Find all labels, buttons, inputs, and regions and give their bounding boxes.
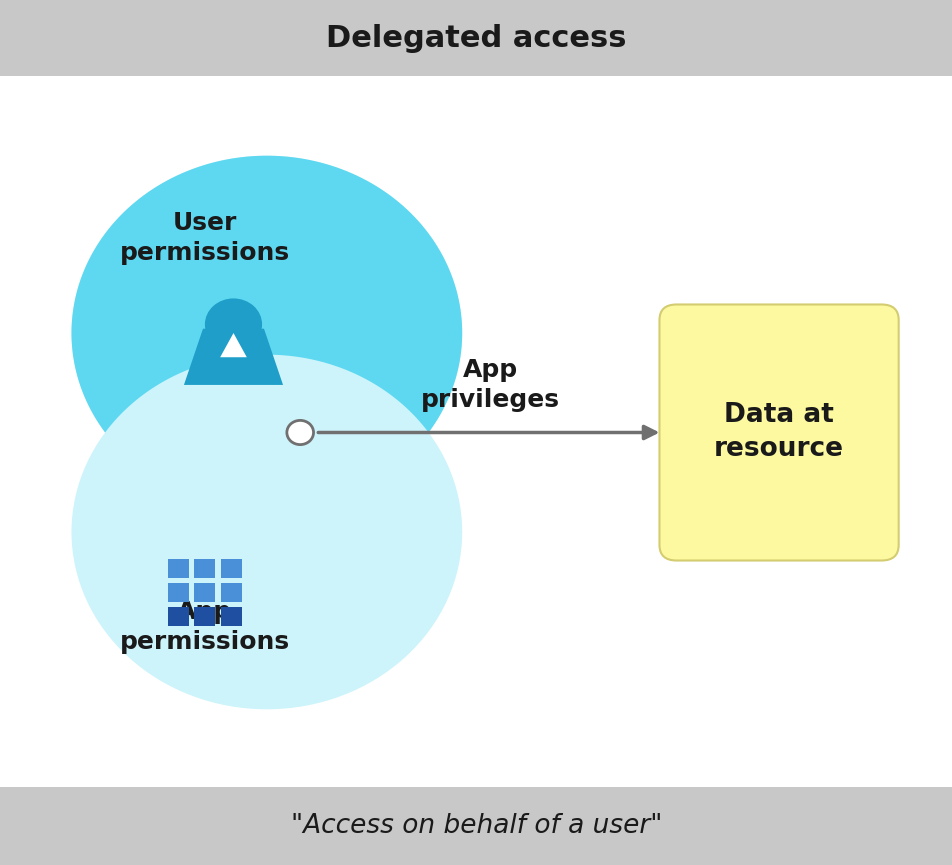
FancyBboxPatch shape xyxy=(659,304,898,561)
Bar xyxy=(0,0,952,76)
Bar xyxy=(221,607,242,626)
Bar xyxy=(221,583,242,602)
Text: Delegated access: Delegated access xyxy=(326,23,626,53)
Bar xyxy=(194,583,215,602)
Text: App
privileges: App privileges xyxy=(421,358,560,412)
Bar xyxy=(0,76,952,787)
Bar xyxy=(194,607,215,626)
Circle shape xyxy=(287,420,313,445)
Bar xyxy=(168,559,188,578)
Text: App
permissions: App permissions xyxy=(120,600,289,654)
Polygon shape xyxy=(220,333,247,357)
Polygon shape xyxy=(184,329,283,385)
Bar xyxy=(0,787,952,865)
Bar xyxy=(221,559,242,578)
Circle shape xyxy=(205,298,262,350)
Text: User
permissions: User permissions xyxy=(120,211,289,265)
Bar xyxy=(168,607,188,626)
Circle shape xyxy=(71,355,462,709)
Circle shape xyxy=(71,156,462,510)
Text: Data at
resource: Data at resource xyxy=(713,402,843,463)
Bar xyxy=(168,583,188,602)
Polygon shape xyxy=(71,156,462,432)
Bar xyxy=(194,559,215,578)
Text: "Access on behalf of a user": "Access on behalf of a user" xyxy=(290,813,662,839)
